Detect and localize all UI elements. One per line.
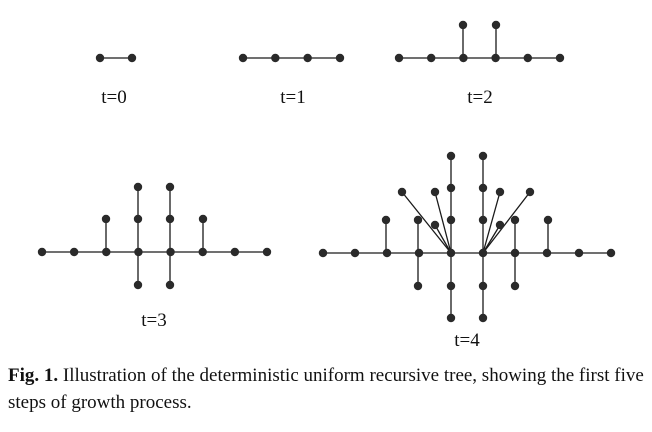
tree-t4-node	[446, 151, 456, 161]
tree-t1-node	[271, 53, 280, 63]
step-label-t0: t=0	[101, 87, 127, 108]
tree-t2-node	[394, 53, 404, 63]
tree-t2-node	[459, 53, 468, 63]
tree-t4-edge	[482, 191, 501, 254]
tree-t2-node	[491, 53, 500, 63]
tree-t3-node	[102, 247, 111, 257]
tree-t3-node	[165, 280, 175, 290]
step-label-t3: t=3	[141, 310, 167, 331]
tree-t3-node	[133, 214, 143, 224]
tree-t4-edge	[401, 191, 452, 254]
tree-t2-node	[491, 20, 501, 30]
tree-t3-node	[101, 214, 111, 224]
tree-t3-node	[165, 214, 175, 224]
tree-t4-node	[382, 248, 392, 258]
tree-t3-node	[230, 247, 240, 257]
tree-t2-node	[523, 53, 532, 63]
tree-t1-node	[303, 53, 312, 63]
tree-t4-node	[543, 215, 553, 225]
tree-t3-node	[69, 247, 79, 257]
tree-t4-node	[510, 215, 520, 225]
tree-t4-node	[478, 183, 488, 193]
tree-t4-node	[446, 215, 456, 225]
tree-t4-node	[542, 248, 552, 258]
tree-t4-node	[574, 248, 584, 258]
tree-t3-node	[133, 280, 143, 290]
recursive-tree-figure: t=0 t=1 t=2 t=3 t=4	[37, 20, 616, 351]
tree-t1-node	[335, 53, 345, 63]
step-label-t4: t=4	[454, 330, 480, 351]
step-label-t1: t=1	[280, 87, 306, 108]
tree-t4-node	[478, 313, 488, 323]
tree-t4-node	[414, 248, 424, 258]
tree-t2-node	[555, 53, 565, 63]
caption-text: Illustration of the deterministic unifor…	[8, 365, 644, 413]
tree-t4-node	[510, 281, 520, 291]
tree-t3-node	[134, 247, 143, 257]
tree-t4-node	[350, 248, 360, 258]
tree-t4-node	[495, 220, 505, 230]
tree-t4-node	[318, 248, 328, 258]
tree-t3-node	[165, 182, 175, 192]
tree-t3-node	[198, 214, 208, 224]
tree-t4-node	[381, 215, 391, 225]
tree-t4-node	[478, 215, 488, 225]
tree-t4-node	[606, 248, 616, 258]
caption-figure-number: Fig. 1.	[8, 365, 59, 386]
tree-t4-node	[413, 281, 423, 291]
tree-t4-node	[495, 187, 505, 197]
tree-t4-node	[446, 281, 456, 291]
tree-t1-node	[238, 53, 248, 63]
tree-t3-node	[166, 247, 175, 257]
tree-t3-node	[133, 182, 143, 192]
tree-t4-node	[478, 281, 488, 291]
tree-t4-edge	[434, 224, 452, 254]
tree-t4-node	[430, 220, 440, 230]
tree-t0-node	[95, 53, 105, 63]
tree-t3-node	[198, 247, 207, 257]
tree-t2-node	[458, 20, 468, 30]
tree-t4-node	[397, 187, 407, 197]
tree-diagrams	[37, 20, 616, 323]
tree-t4-node	[446, 183, 456, 193]
tree-t4-node	[446, 313, 456, 323]
tree-t0-node	[127, 53, 137, 63]
tree-t4-edge	[434, 191, 452, 254]
tree-t4-node	[525, 187, 535, 197]
tree-t4-node	[430, 187, 440, 197]
tree-t4-node	[478, 248, 488, 258]
tree-t3-node	[37, 247, 47, 257]
figure-caption: Fig. 1. Illustration of the deterministi…	[8, 362, 648, 416]
tree-t2-node	[427, 53, 436, 63]
tree-t4-node	[446, 248, 456, 258]
tree-t4-node	[478, 151, 488, 161]
tree-t3-node	[262, 247, 272, 257]
tree-t4-node	[510, 248, 520, 258]
step-label-t2: t=2	[467, 87, 493, 108]
tree-t4-node	[413, 215, 423, 225]
tree-t4-edge	[482, 191, 531, 254]
